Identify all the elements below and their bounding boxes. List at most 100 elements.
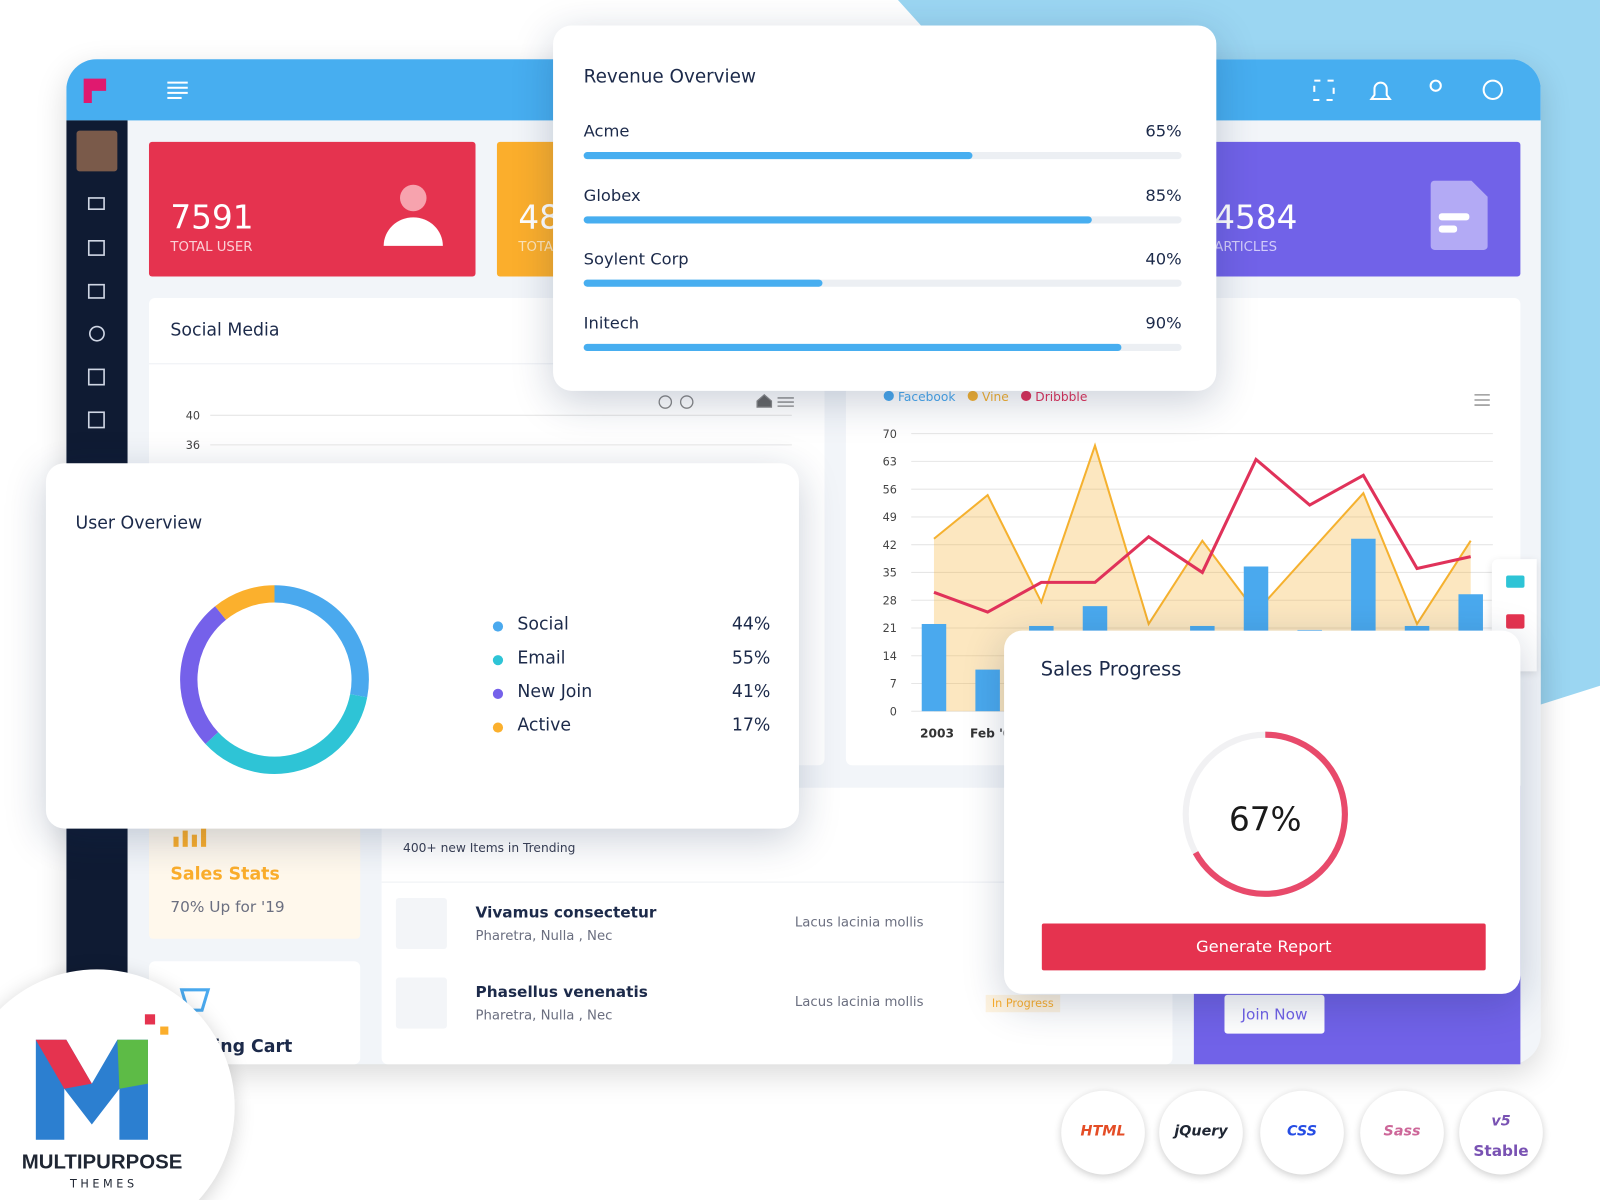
- badge-label: CSS: [1286, 1123, 1318, 1140]
- badge-label: HTML: [1080, 1123, 1126, 1140]
- reset-zoom[interactable]: [756, 394, 773, 408]
- bell-icon[interactable]: [1369, 81, 1392, 100]
- tech-badge: Sass: [1360, 1090, 1444, 1175]
- chart-toolbar: [658, 394, 1490, 409]
- row-subtitle: Pharetra, Nulla , Nec: [475, 928, 613, 944]
- join-button[interactable]: Join Now: [1224, 994, 1325, 1034]
- item-value: 65%: [1145, 121, 1182, 141]
- sales-popup: Sales Progress 67% Generate Report: [1004, 630, 1521, 994]
- tool-button[interactable]: [1506, 575, 1525, 588]
- ring-progress: [1192, 731, 1348, 897]
- legend-label: Dribbble: [1035, 390, 1087, 404]
- progress-bar: [583, 152, 973, 160]
- progress-bar: [583, 215, 1092, 223]
- y-tick-label: 14: [883, 650, 897, 663]
- donut-segment: [215, 585, 275, 620]
- row-status: In Progress: [985, 994, 1060, 1013]
- settings-icon[interactable]: [1482, 79, 1504, 100]
- divider: [381, 881, 1173, 883]
- user-popup: User Overview Social 44% Email 55% New Join 4…: [45, 463, 799, 829]
- progress-bar: [583, 343, 1122, 351]
- card-title: User Overview: [75, 513, 203, 534]
- legend-dot: [883, 390, 894, 402]
- tech-badge: v5 Stable: [1459, 1090, 1543, 1175]
- badge-label: Stable: [1473, 1141, 1529, 1161]
- row-subtitle: Pharetra, Nulla , Nec: [475, 1008, 613, 1024]
- nav-icon[interactable]: [88, 325, 105, 342]
- stat-label: TOTAL USER: [170, 239, 253, 256]
- y-tick-label: 63: [883, 456, 897, 469]
- nav-icon[interactable]: [87, 197, 105, 210]
- user-icon[interactable]: [1429, 79, 1442, 92]
- progress-ring: 67%: [1182, 731, 1348, 897]
- card-title: Social Media: [170, 320, 280, 341]
- revenue-popup: Revenue Overview Acme 65% Globex 85% Soylent…: [553, 25, 1217, 391]
- nav-icon[interactable]: [87, 411, 105, 429]
- brand-name: MULTIPURPOSE: [21, 1151, 183, 1174]
- item-name: Globex: [583, 185, 641, 205]
- legend-dot: [1021, 390, 1032, 402]
- line: [933, 456, 1472, 614]
- y-tick-label: 49: [883, 511, 897, 524]
- legend-label: Email: [517, 647, 566, 669]
- tech-badge: CSS: [1260, 1090, 1344, 1175]
- bar: [975, 669, 1000, 712]
- avatar[interactable]: [76, 130, 118, 172]
- chart-menu[interactable]: [777, 394, 1490, 407]
- legend-label: Active: [517, 715, 572, 736]
- item-name: Soylent Corp: [583, 248, 689, 269]
- stat-value: 7591: [170, 197, 254, 237]
- y-tick-label: 35: [883, 567, 897, 580]
- stat-label: TOTA: [518, 239, 554, 256]
- legend-dot: [492, 722, 504, 733]
- y-tick-label: 36: [186, 439, 200, 452]
- brand-logo: [35, 1014, 169, 1140]
- row-note: Lacus lacinia mollis: [794, 994, 924, 1011]
- card-subtitle: 70% Up for '19: [170, 897, 285, 917]
- legend-dot: [492, 621, 504, 632]
- stat-value: 4584: [1214, 197, 1298, 237]
- donut-segment: [180, 606, 227, 744]
- item-value: 90%: [1145, 312, 1182, 333]
- stat-label: ARTICLES: [1214, 239, 1278, 256]
- fullscreen-icon[interactable]: [1313, 79, 1335, 102]
- item-name: Acme: [583, 121, 630, 141]
- divider: [148, 363, 825, 365]
- stat-card: 7591 TOTAL USER: [148, 141, 476, 277]
- legend-value: 17%: [731, 715, 771, 736]
- y-tick-label: 56: [883, 483, 897, 496]
- y-tick-label: 21: [883, 622, 897, 635]
- nav-icon[interactable]: [87, 239, 105, 256]
- y-tick-label: 28: [883, 594, 897, 607]
- row-note: Lacus lacinia mollis: [794, 915, 924, 931]
- generate-button[interactable]: Generate Report: [1041, 923, 1486, 971]
- card-title: ing Cart: [214, 1036, 293, 1058]
- zoom-in[interactable]: [658, 395, 673, 409]
- tool-button[interactable]: [1506, 614, 1525, 629]
- stat-value: 48: [518, 197, 560, 237]
- item-name: Initech: [583, 312, 640, 333]
- legend-dot: [492, 688, 504, 699]
- stat-card: 4584 ARTICLES: [1173, 141, 1521, 277]
- logo-icon[interactable]: [83, 78, 107, 104]
- item-value: 40%: [1145, 248, 1182, 269]
- user-icon: [383, 184, 443, 246]
- y-tick-label: 7: [890, 678, 897, 691]
- legend-dot: [492, 655, 504, 666]
- zoom-out[interactable]: [679, 395, 694, 409]
- donut-segment: [274, 585, 369, 698]
- row-title: Vivamus consectetur: [475, 903, 657, 922]
- nav-icon[interactable]: [87, 283, 105, 299]
- badge-label: jQuery: [1174, 1123, 1228, 1140]
- menu-icon[interactable]: [167, 81, 188, 99]
- legend-label: Facebook: [898, 390, 956, 404]
- row-thumb: [395, 897, 447, 949]
- bar: [921, 623, 947, 712]
- donut-chart: [180, 585, 369, 774]
- y-tick-label: 42: [883, 539, 897, 552]
- donut-segment: [205, 693, 368, 774]
- nav-icon[interactable]: [87, 368, 105, 386]
- x-tick-label: 2003: [920, 727, 954, 741]
- doc-icon: [1430, 180, 1488, 250]
